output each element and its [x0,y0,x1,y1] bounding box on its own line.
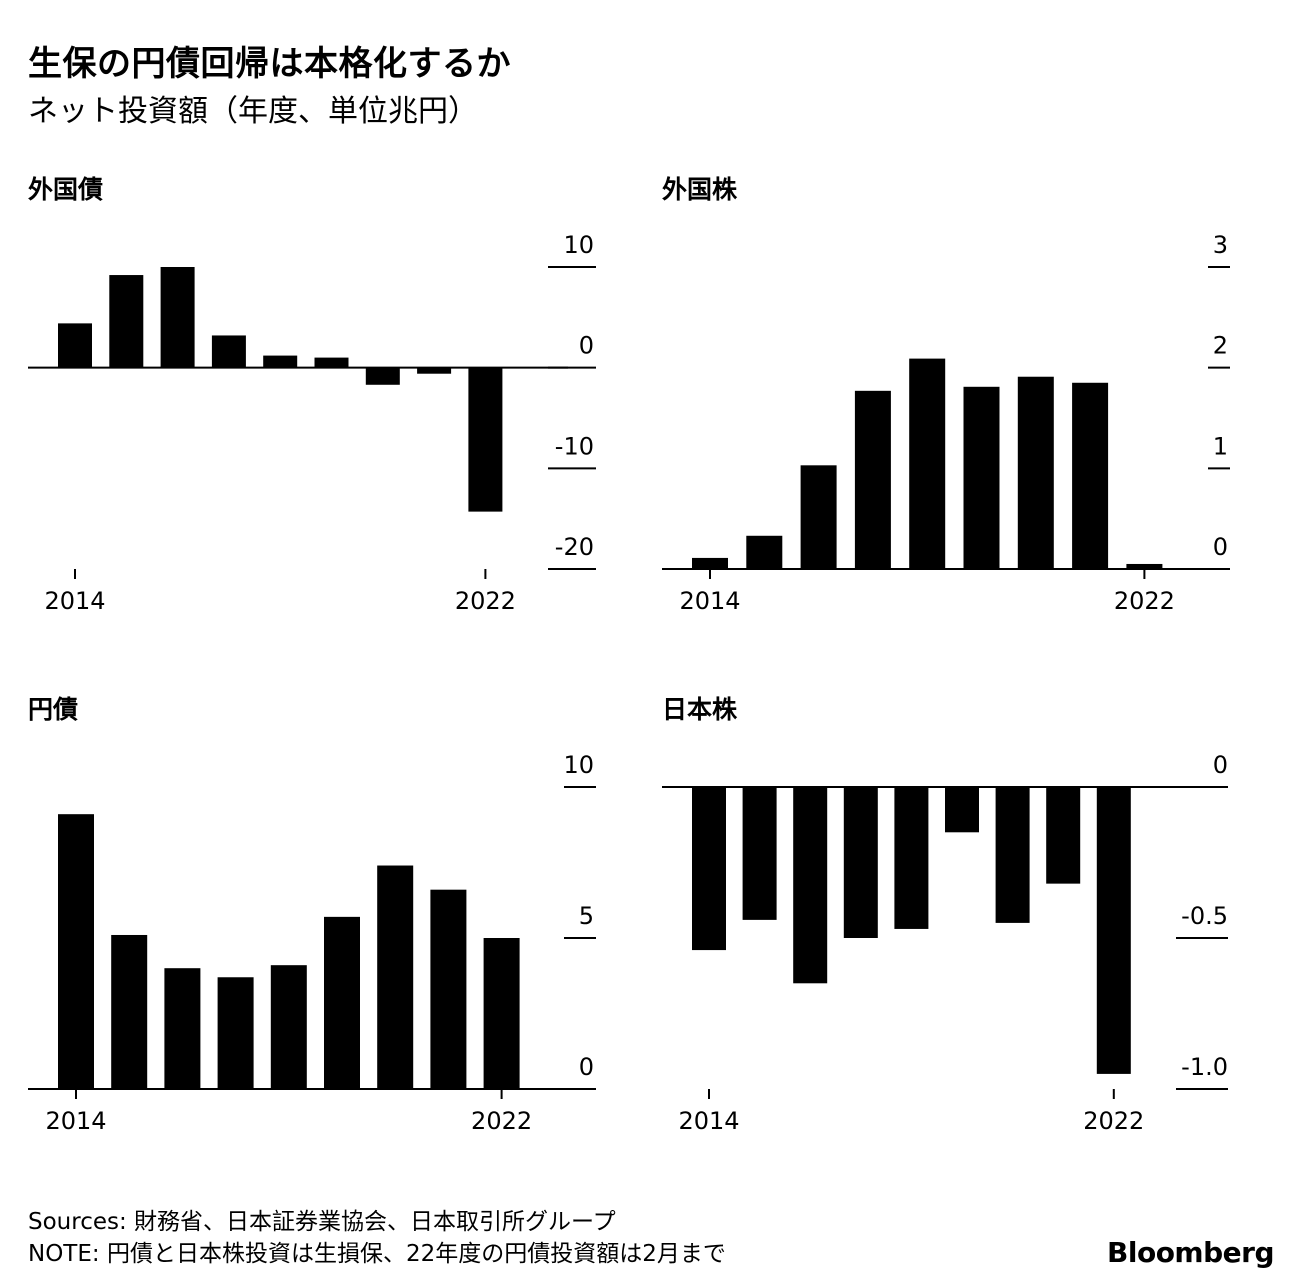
bar-foreign-stocks-2015 [746,535,783,569]
bar-japan-stocks-2015 [742,787,777,920]
y-tick-label-japan-stocks: 0 [1213,751,1228,779]
y-tick-label-yen-bonds: 5 [579,902,594,930]
x-tick-label-yen-bonds: 2022 [471,1107,532,1135]
y-tick-label-foreign-bonds: -10 [555,432,594,460]
y-tick-label-japan-stocks: -0.5 [1181,902,1228,930]
chart-subtitle: ネット投資額（年度、単位兆円） [28,94,478,129]
bar-japan-stocks-2020 [995,787,1030,923]
y-tick-label-foreign-stocks: 2 [1213,332,1228,360]
x-tick-label-foreign-stocks: 2022 [1114,587,1175,615]
bar-foreign-stocks-2022 [1126,563,1163,569]
bar-foreign-bonds-2019 [314,357,349,368]
chart-yen-bonds: 10 5 0 2014 2022 [28,751,596,1135]
x-tick-label-japan-stocks: 2022 [1083,1107,1144,1135]
chart-foreign-stocks: 3 2 1 0 2014 2022 [662,231,1230,615]
panel-title-foreign-stocks: 外国株 [662,175,738,204]
y-tick-label-foreign-bonds: 10 [563,231,594,259]
bar-foreign-stocks-2020 [1017,376,1054,569]
bar-foreign-bonds-2021 [417,367,452,374]
bar-yen-bonds-2021 [430,889,467,1089]
x-tick-label-yen-bonds: 2014 [45,1107,106,1135]
y-tick-label-yen-bonds: 0 [579,1053,594,1081]
bar-foreign-bonds-2020 [365,367,400,385]
bar-foreign-stocks-2019 [963,386,1000,569]
panel-title-foreign-bonds: 外国債 [28,175,104,204]
bar-yen-bonds-2020 [377,865,414,1089]
bar-foreign-bonds-2014 [58,323,92,368]
bar-foreign-stocks-2016 [800,465,837,569]
x-tick-label-foreign-stocks: 2014 [679,587,740,615]
bar-yen-bonds-2019 [324,916,360,1089]
chart-foreign-bonds: 10 0 -10 -20 2014 2022 [28,231,596,615]
bar-foreign-bonds-2018 [263,355,298,368]
y-tick-label-japan-stocks: -1.0 [1181,1053,1228,1081]
bar-foreign-stocks-2021 [1072,382,1109,569]
bar-japan-stocks-2018 [894,787,929,929]
sources-note: Sources: 財務省、日本証券業協会、日本取引所グループ [28,1209,616,1235]
bar-yen-bonds-2014 [58,814,94,1089]
y-tick-label-foreign-stocks: 0 [1213,533,1228,561]
y-tick-label-foreign-stocks: 3 [1213,231,1228,259]
bar-japan-stocks-2022 [1096,787,1131,1074]
bar-foreign-bonds-2022 [468,367,503,512]
bar-foreign-stocks-2014 [692,557,728,569]
bar-foreign-stocks-2017 [854,390,891,569]
bar-yen-bonds-2017 [217,977,254,1089]
bar-foreign-bonds-2017 [211,335,246,368]
x-tick-label-foreign-bonds: 2014 [44,587,105,615]
y-tick-label-foreign-bonds: -20 [555,533,594,561]
bar-foreign-bonds-2016 [160,267,195,368]
x-tick-label-japan-stocks: 2014 [678,1107,739,1135]
bar-japan-stocks-2021 [1046,787,1081,884]
footnote: NOTE: 円債と日本株投資は生損保、22年度の円債投資額は2月まで [28,1241,726,1267]
bar-yen-bonds-2022 [483,938,520,1089]
y-tick-label-foreign-bonds: 0 [579,332,594,360]
bar-japan-stocks-2016 [793,787,828,984]
bar-yen-bonds-2016 [164,968,201,1089]
bar-japan-stocks-2017 [843,787,878,938]
bar-foreign-bonds-2015 [109,275,144,368]
y-tick-label-yen-bonds: 10 [563,751,594,779]
bar-yen-bonds-2018 [270,965,307,1089]
panel-title-japan-stocks: 日本株 [662,695,738,724]
bloomberg-logo: Bloomberg [1107,1236,1274,1269]
chart-title: 生保の円債回帰は本格化するか [28,44,511,84]
bar-foreign-stocks-2018 [909,358,946,569]
bar-yen-bonds-2015 [111,934,148,1089]
bar-japan-stocks-2019 [945,787,979,833]
panel-title-yen-bonds: 円債 [28,695,79,724]
bar-japan-stocks-2014 [692,787,726,951]
chart-japan-stocks: 0 -0.5 -1.0 2014 2022 [662,751,1228,1135]
x-tick-label-foreign-bonds: 2022 [455,587,516,615]
y-tick-label-foreign-stocks: 1 [1213,432,1228,460]
